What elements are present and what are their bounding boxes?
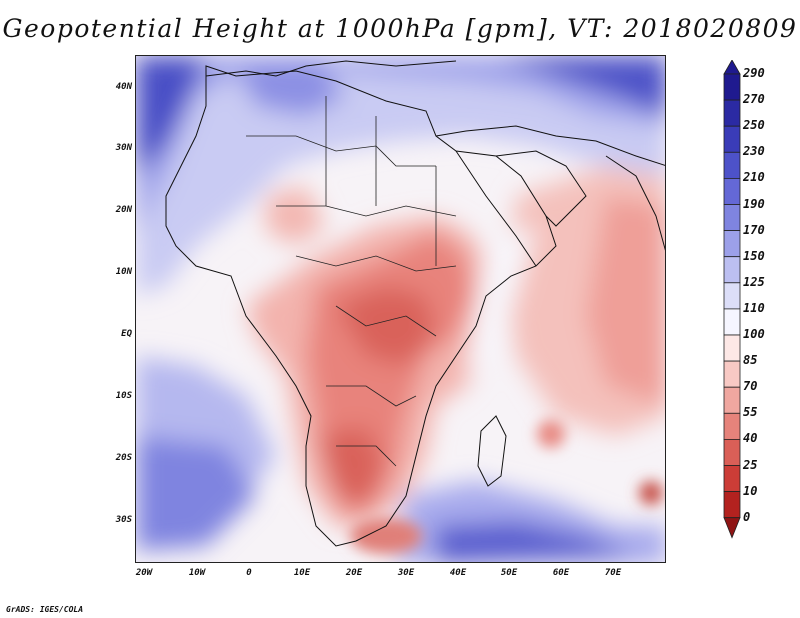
arabian-peninsula bbox=[495, 150, 587, 227]
colorbar-label: 190 bbox=[743, 196, 765, 211]
mascarene-low bbox=[537, 420, 565, 448]
colorbar-top-arrow bbox=[723, 60, 741, 75]
colorbar-box bbox=[723, 465, 741, 493]
lon-label-40e: 40E bbox=[449, 568, 467, 578]
colorbar-label: 250 bbox=[743, 118, 765, 133]
map-title: Geopotential Height at 1000hPa [gpm], VT… bbox=[2, 14, 798, 43]
border-southern bbox=[326, 385, 417, 407]
lon-label-0: 0 bbox=[246, 568, 252, 578]
indian-ocean-high-core bbox=[436, 521, 636, 562]
country-borders bbox=[246, 96, 457, 467]
colorbar-label: 150 bbox=[743, 248, 765, 263]
asia-coastline bbox=[435, 125, 665, 166]
colorbar-box bbox=[723, 282, 741, 310]
colorbar-label: 125 bbox=[743, 274, 765, 289]
colorbar-box bbox=[723, 256, 741, 284]
colorbar-label: 0 bbox=[743, 509, 751, 524]
east-africa-ridge bbox=[466, 226, 536, 376]
lat-label-10n: 10N bbox=[115, 267, 132, 277]
colorbar-label: 170 bbox=[743, 222, 765, 237]
lat-label-20n: 20N bbox=[115, 205, 132, 215]
lat-label-eq: EQ bbox=[121, 329, 132, 339]
lat-label-30n: 30N bbox=[115, 143, 132, 153]
colorbar-box bbox=[723, 308, 741, 336]
footer-credit: GrADS: IGES/COLA bbox=[6, 605, 84, 614]
subtropical-low bbox=[639, 481, 663, 505]
colorbar-box bbox=[723, 125, 741, 153]
colorbar-label: 85 bbox=[743, 353, 758, 368]
colorbar-box bbox=[723, 178, 741, 205]
colorbar-label: 110 bbox=[743, 300, 765, 315]
indian-subcontinent bbox=[605, 155, 665, 251]
coastlines bbox=[165, 60, 665, 547]
lat-label-20s: 20S bbox=[115, 453, 132, 463]
map-plot-area bbox=[135, 55, 666, 563]
madagascar bbox=[477, 415, 507, 487]
arabian-sea-low bbox=[586, 196, 665, 406]
lat-label-10s: 10S bbox=[115, 391, 132, 401]
lon-label-20e: 20E bbox=[345, 568, 363, 578]
atlantic-high-west bbox=[136, 56, 206, 176]
colorbar-label: 40 bbox=[743, 431, 758, 446]
border-sahara bbox=[246, 135, 436, 167]
geopotential-field bbox=[136, 56, 665, 562]
colorbar-box bbox=[723, 334, 741, 362]
colorbar-box bbox=[723, 438, 741, 466]
mediterranean-coast bbox=[205, 60, 457, 77]
colorbar-label: 270 bbox=[743, 92, 765, 107]
lon-label-60e: 60E bbox=[552, 568, 570, 578]
colorbar-box bbox=[723, 230, 741, 258]
lon-label-20w: 20W bbox=[135, 568, 153, 578]
colorbar-box bbox=[723, 386, 741, 414]
colorbar-box bbox=[723, 99, 741, 127]
colorbar-box bbox=[723, 73, 741, 101]
north-high-band bbox=[136, 56, 665, 296]
asia-high-northeast bbox=[496, 56, 665, 116]
red-sea-coast bbox=[455, 150, 537, 267]
lon-label-30e: 30E bbox=[397, 568, 415, 578]
lat-label-40n: 40N bbox=[115, 82, 132, 92]
south-atlantic-high-core bbox=[136, 436, 256, 551]
colorbar-label: 100 bbox=[743, 327, 765, 341]
colorbar-box bbox=[723, 412, 741, 440]
colorbar-label: 10 bbox=[743, 483, 758, 498]
colorbar-box bbox=[723, 204, 741, 232]
lon-label-10w: 10W bbox=[188, 568, 206, 578]
colorbar-box bbox=[723, 491, 741, 519]
west-africa-low bbox=[266, 186, 326, 246]
colorbar-label: 210 bbox=[743, 170, 765, 185]
colorbar-bottom-arrow bbox=[723, 517, 741, 539]
colorbar-boxes bbox=[723, 60, 741, 539]
lat-label-30s: 30S bbox=[115, 515, 132, 525]
central-africa-low bbox=[336, 286, 436, 366]
colorbar-label: 290 bbox=[743, 66, 765, 80]
colorbar-label: 70 bbox=[743, 379, 758, 394]
colorbar-box bbox=[723, 151, 741, 179]
colorbar-label: 230 bbox=[743, 144, 765, 159]
border-south-africa bbox=[336, 445, 397, 467]
colorbar-label: 25 bbox=[743, 457, 758, 472]
local-features bbox=[350, 420, 663, 554]
border-congo bbox=[335, 305, 437, 337]
colorbar-box bbox=[723, 360, 741, 388]
saharan-high bbox=[236, 61, 346, 116]
border-sahel bbox=[276, 205, 457, 217]
lon-label-10e: 10E bbox=[293, 568, 311, 578]
africa-coastline bbox=[165, 65, 557, 547]
border-central bbox=[295, 255, 457, 272]
lon-label-50e: 50E bbox=[500, 568, 518, 578]
colorbar bbox=[723, 60, 741, 539]
field-shading bbox=[136, 56, 665, 562]
lon-label-70e: 70E bbox=[604, 568, 622, 578]
colorbar-label: 55 bbox=[743, 405, 758, 420]
cape-low bbox=[350, 518, 422, 554]
